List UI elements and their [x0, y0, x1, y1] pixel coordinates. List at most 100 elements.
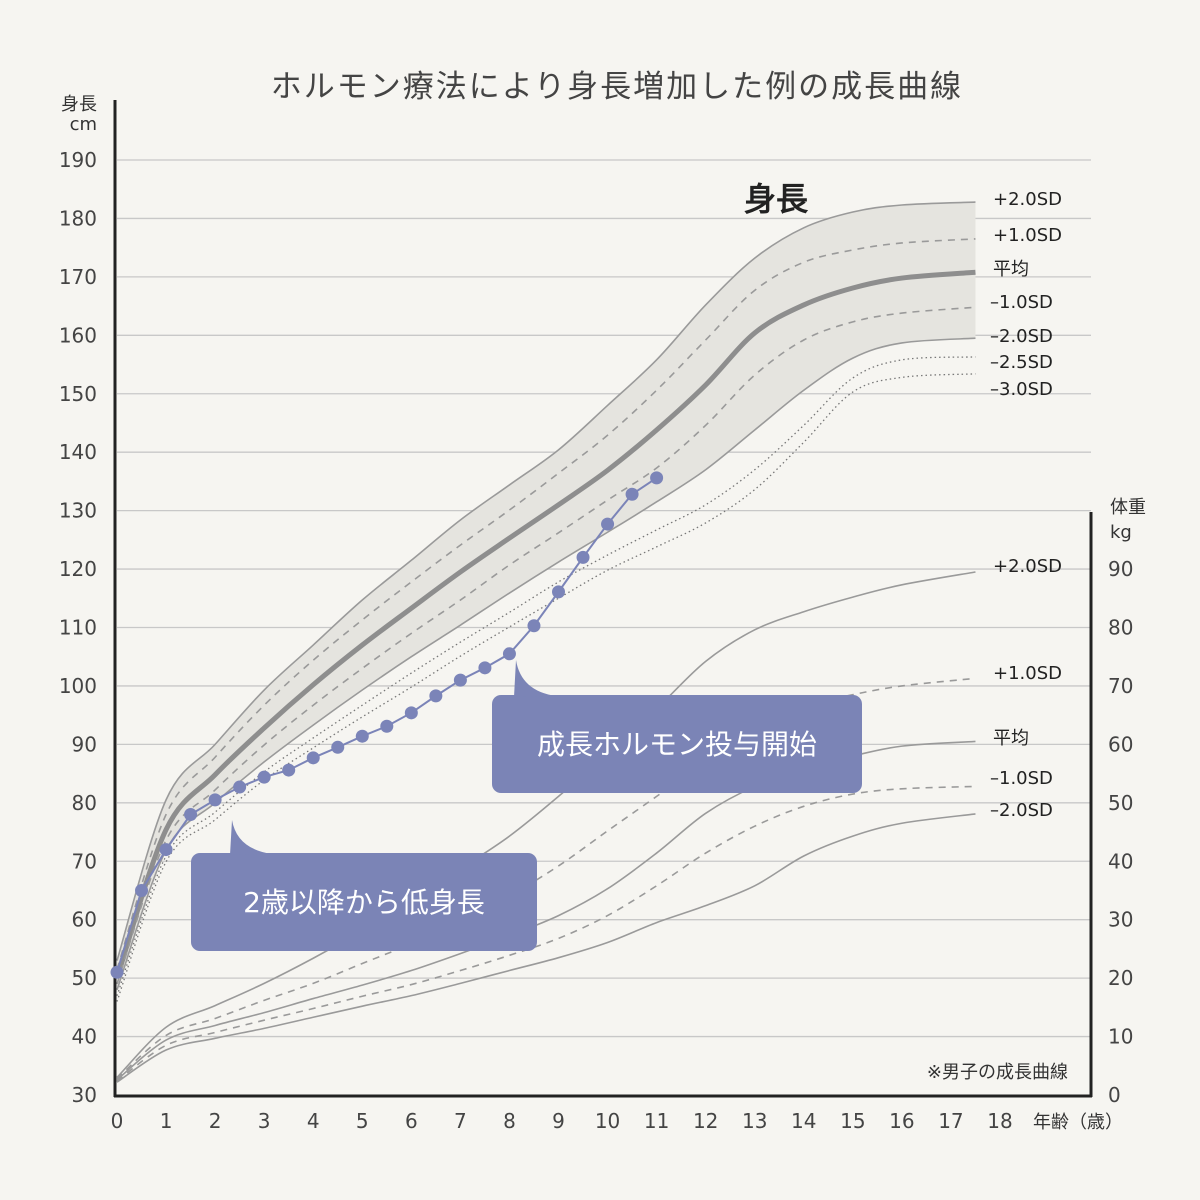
y-tick-right: 50	[1108, 791, 1133, 815]
x-axis-title: 年齢（歳）	[1033, 1112, 1123, 1133]
x-tick: 13	[742, 1109, 767, 1133]
callout-box	[492, 695, 862, 793]
y-tick-left: 170	[59, 265, 97, 289]
x-tick: 17	[938, 1109, 963, 1133]
x-tick: 10	[595, 1109, 620, 1133]
patient-point	[331, 740, 345, 754]
x-tick: 18	[987, 1109, 1012, 1133]
weight-curve	[116, 813, 976, 1083]
x-tick: 11	[644, 1109, 669, 1133]
x-tick: 8	[503, 1109, 516, 1133]
y-tick-right: 40	[1108, 849, 1133, 873]
patient-point	[282, 763, 296, 777]
y-tick-left: 140	[59, 440, 97, 464]
patient-point	[306, 751, 320, 765]
y-tick-left: 70	[72, 849, 97, 873]
patient-point	[502, 647, 516, 661]
x-tick: 3	[258, 1109, 271, 1133]
x-tick: 2	[209, 1109, 222, 1133]
patient-point	[576, 550, 590, 564]
y-tick-left: 190	[59, 148, 97, 172]
height-sd-label: +1.0SD	[993, 225, 1062, 246]
callout-pointer	[514, 660, 556, 697]
height-sd-label: –2.0SD	[990, 326, 1053, 347]
patient-point	[159, 843, 173, 857]
x-tick: 14	[791, 1109, 816, 1133]
height-sd-label: 平均	[993, 259, 1029, 280]
y-tick-right: 60	[1108, 732, 1133, 756]
y-tick-right: 70	[1108, 674, 1133, 698]
patient-point	[453, 673, 467, 687]
y-tick-right: 80	[1108, 616, 1133, 640]
weight-sd-label: –1.0SD	[990, 768, 1053, 789]
height-sd-label: –1.0SD	[990, 292, 1053, 313]
chart-title: ホルモン療法により身長増加した例の成長曲線	[271, 69, 963, 105]
height-section-label: 身長	[744, 180, 809, 218]
x-tick: 7	[454, 1109, 467, 1133]
patient-point	[552, 585, 565, 599]
y-tick-left: 150	[59, 382, 97, 406]
x-tick: 1	[160, 1109, 173, 1133]
patient-point	[110, 965, 124, 979]
weight-curve	[116, 785, 976, 1082]
y-tick-left: 30	[72, 1083, 97, 1107]
left-axis-unit: cm	[70, 114, 97, 135]
patient-point	[625, 487, 639, 501]
height-curve	[116, 306, 976, 985]
x-tick: 15	[840, 1109, 865, 1133]
y-tick-left: 180	[59, 206, 97, 230]
callout-pointer	[230, 820, 272, 855]
y-tick-right: 90	[1108, 557, 1133, 581]
right-axis-title: 体重	[1110, 497, 1146, 518]
y-tick-right: 20	[1108, 966, 1133, 990]
right-axis-unit: kg	[1110, 522, 1132, 543]
patient-point	[601, 517, 615, 531]
weight-sd-label: –2.0SD	[990, 800, 1053, 821]
patient-point	[527, 619, 541, 633]
x-tick: 9	[552, 1109, 565, 1133]
y-tick-left: 40	[72, 1025, 97, 1049]
patient-point	[380, 719, 394, 733]
y-tick-left: 80	[72, 791, 97, 815]
x-tick: 4	[307, 1109, 320, 1133]
x-tick: 0	[111, 1109, 124, 1133]
height-sd-label: +2.0SD	[993, 189, 1062, 210]
patient-point	[135, 883, 149, 897]
weight-sd-label: +1.0SD	[993, 663, 1062, 684]
y-tick-left: 120	[59, 557, 97, 581]
weight-sd-label: 平均	[993, 728, 1029, 749]
y-tick-right: 30	[1108, 908, 1133, 932]
y-tick-right: 0	[1108, 1083, 1121, 1107]
patient-point	[257, 770, 271, 784]
callout-text: 成長ホルモン投与開始	[537, 728, 817, 761]
y-tick-left: 90	[72, 732, 97, 756]
x-tick: 6	[405, 1109, 418, 1133]
left-axis-title: 身長	[61, 94, 97, 115]
height-sd-label: –3.0SD	[990, 379, 1053, 400]
y-tick-left: 100	[59, 674, 97, 698]
patient-point	[404, 706, 418, 720]
height-sd-label: –2.5SD	[990, 352, 1053, 373]
height-curve	[116, 238, 976, 970]
patient-point	[478, 661, 492, 675]
y-tick-right: 10	[1108, 1025, 1133, 1049]
patient-point	[355, 729, 369, 743]
sd-band	[117, 202, 976, 990]
height-curve	[116, 337, 976, 991]
callout-text: 2歳以降から低身長	[243, 886, 485, 919]
patient-point	[208, 793, 222, 807]
weight-sd-label: +2.0SD	[993, 556, 1062, 577]
x-tick: 5	[356, 1109, 369, 1133]
patient-point	[233, 780, 247, 794]
y-tick-left: 160	[59, 323, 97, 347]
x-tick: 12	[693, 1109, 718, 1133]
height-curve	[116, 201, 976, 961]
patient-point	[184, 808, 198, 821]
patient-point	[650, 471, 664, 485]
y-tick-left: 130	[59, 499, 97, 523]
chart-note: ※男子の成長曲線	[927, 1062, 1068, 1083]
weight-curve	[116, 571, 976, 1079]
y-tick-left: 110	[59, 616, 97, 640]
y-tick-left: 50	[72, 966, 97, 990]
